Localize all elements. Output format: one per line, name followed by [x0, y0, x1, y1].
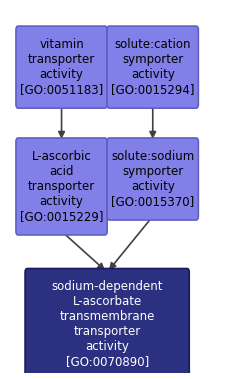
FancyBboxPatch shape — [16, 26, 107, 108]
Text: solute:sodium
symporter
activity
[GO:0015370]: solute:sodium symporter activity [GO:001… — [111, 150, 194, 208]
FancyBboxPatch shape — [107, 138, 197, 220]
Text: solute:cation
symporter
activity
[GO:0015294]: solute:cation symporter activity [GO:001… — [111, 38, 194, 96]
Text: vitamin
transporter
activity
[GO:0051183]: vitamin transporter activity [GO:0051183… — [20, 38, 103, 96]
Text: sodium-dependent
L-ascorbate
transmembrane
transporter
activity
[GO:0070890]: sodium-dependent L-ascorbate transmembra… — [51, 280, 162, 368]
Text: L-ascorbic
acid
transporter
activity
[GO:0015229]: L-ascorbic acid transporter activity [GO… — [20, 150, 103, 223]
FancyBboxPatch shape — [107, 26, 197, 108]
FancyBboxPatch shape — [16, 138, 107, 235]
FancyBboxPatch shape — [25, 268, 188, 379]
